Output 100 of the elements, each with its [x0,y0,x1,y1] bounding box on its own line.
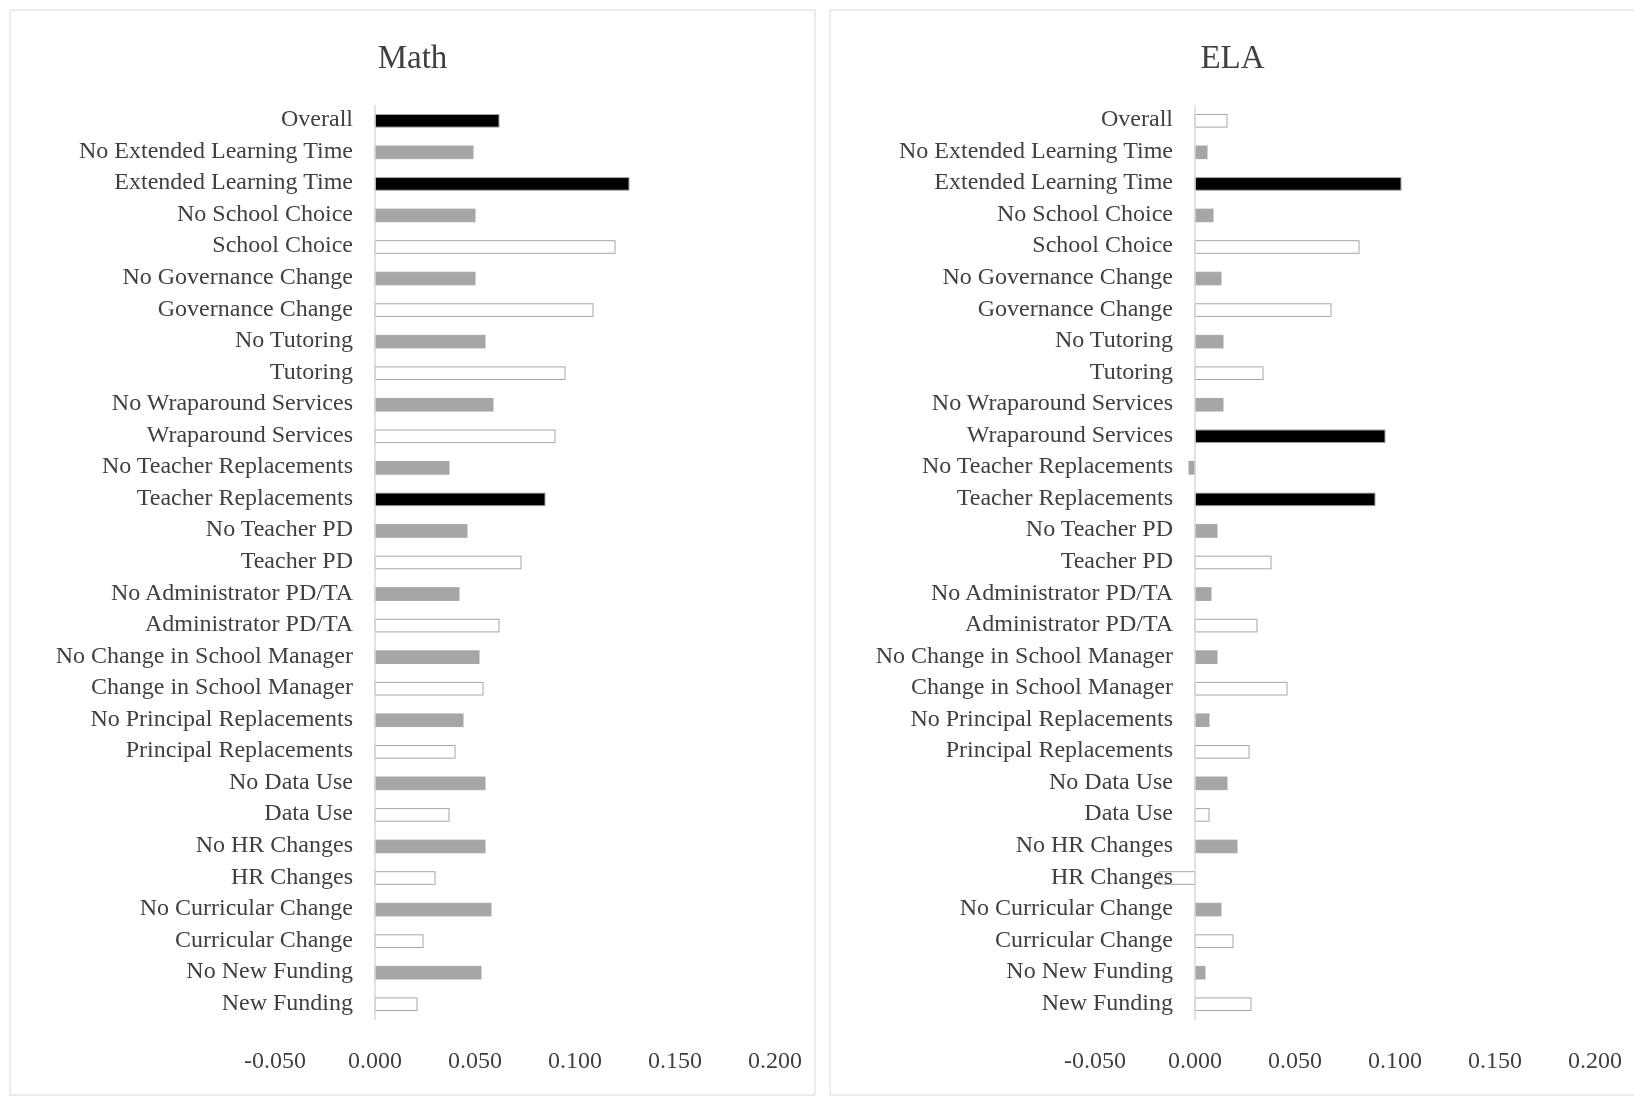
y-tick-label: Extended Learning Time [114,168,353,195]
x-tick-label: -0.050 [244,1047,306,1073]
bar [1194,745,1250,759]
bar [374,271,476,286]
bar [1194,965,1206,980]
bar [374,113,500,128]
y-tick-label: No Teacher Replacements [921,452,1173,479]
y-tick-label: New Funding [1041,988,1173,1015]
bar [1194,334,1224,349]
y-tick-label: No Principal Replacements [910,704,1173,731]
y-tick-label: Wraparound Services [146,420,353,447]
bar [1194,587,1212,601]
y-tick-label: No Governance Change [942,263,1173,290]
y-tick-label: Overall [281,105,354,132]
y-tick-label: No Extended Learning Time [899,136,1173,163]
bar [1194,240,1360,254]
y-tick-label: School Choice [212,231,353,258]
x-tick-label: 0.000 [1168,1047,1222,1073]
y-tick-label: Principal Replacements [945,736,1173,763]
y-tick-label: Governance Change [977,294,1173,321]
bar [1194,776,1228,791]
x-tick-label: 0.050 [448,1047,502,1073]
y-tick-label: No Teacher PD [205,515,353,542]
y-tick-label: No Teacher PD [1025,515,1173,542]
y-tick-label: No New Funding [186,957,353,984]
bar [374,366,566,380]
bar [374,839,486,854]
x-tick-label: -0.050 [1064,1047,1126,1073]
bar [1194,555,1272,570]
bar [374,461,450,475]
y-tick-label: Administrator PD/TA [964,610,1174,637]
bar [374,965,482,980]
y-tick-label: No HR Changes [1015,830,1173,857]
bar [1194,681,1288,696]
chart-title: Math [377,39,448,75]
y-tick-label: Data Use [264,799,353,826]
y-tick-label: No Change in School Manager [875,641,1173,668]
bar [1194,650,1218,664]
bar [374,934,424,948]
bar [1194,113,1228,128]
y-tick-label: Teacher Replacements [136,483,353,510]
y-tick-label: No Curricular Change [959,894,1173,921]
bar [374,492,546,507]
x-tick-label: 0.050 [1268,1047,1322,1073]
y-tick-label: No Principal Replacements [90,704,353,731]
y-tick-label: No School Choice [177,199,353,226]
y-tick-label: Teacher Replacements [956,483,1173,510]
y-tick-label: New Funding [221,988,353,1015]
bar [374,240,616,254]
bar [1194,397,1224,412]
y-tick-label: No Tutoring [1054,326,1173,353]
bar [374,587,460,601]
y-tick-label: No Wraparound Services [111,389,353,416]
bar [374,713,464,728]
y-tick-label: Curricular Change [995,925,1173,952]
y-tick-label: Wraparound Services [966,420,1173,447]
y-tick-label: Governance Change [157,294,353,321]
y-tick-label: Tutoring [1089,357,1173,384]
bar [374,681,484,696]
y-tick-label: Data Use [1084,799,1173,826]
bar [1194,808,1210,822]
y-tick-label: Teacher PD [1060,547,1173,574]
bar [374,618,500,633]
y-tick-label: No School Choice [997,199,1173,226]
bar [374,808,450,822]
chart-title: ELA [1200,39,1265,75]
bar [374,871,436,885]
bar [374,177,630,191]
bar [374,524,468,538]
y-tick-label: No HR Changes [195,830,353,857]
y-tick-label: No Curricular Change [139,894,353,921]
y-tick-label: Extended Learning Time [934,168,1173,195]
y-tick-label: No New Funding [1006,957,1173,984]
bar [1194,429,1386,444]
x-tick-label: 0.200 [1568,1047,1622,1073]
bar [1194,177,1402,191]
bar [374,145,474,160]
bar [374,208,476,223]
bar [374,555,522,570]
bar [374,429,556,444]
bar [374,397,494,412]
y-tick-label: No Data Use [1049,767,1173,794]
bar [1194,618,1258,633]
x-tick-label: 0.000 [348,1047,402,1073]
bar [1194,839,1238,854]
y-tick-label: Overall [1101,105,1174,132]
bar [1194,271,1222,286]
y-tick-label: Change in School Manager [911,673,1174,700]
bar [1194,997,1252,1012]
y-tick-label: No Extended Learning Time [79,136,353,163]
bar [374,902,492,917]
y-tick-label: No Administrator PD/TA [930,578,1174,605]
y-tick-label: Change in School Manager [91,673,354,700]
y-tick-label: Tutoring [269,357,353,384]
bar [374,303,594,317]
y-tick-label: Curricular Change [175,925,353,952]
bar [1194,713,1210,728]
bar [374,997,418,1012]
bar [374,334,486,349]
y-tick-label: No Tutoring [234,326,353,353]
